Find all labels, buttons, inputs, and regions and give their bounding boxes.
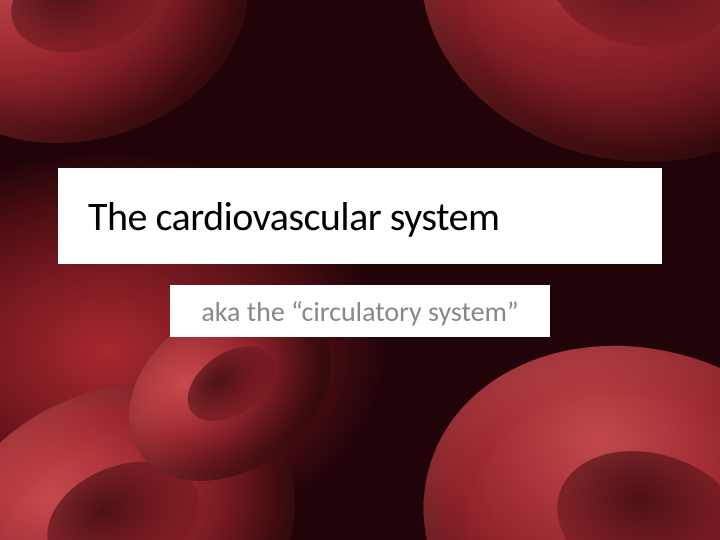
slide-subtitle: aka the “circulatory system” (201, 294, 518, 329)
title-container: The cardiovascular system (58, 168, 662, 264)
subtitle-container: aka the “circulatory system” (170, 285, 550, 337)
slide-title: The cardiovascular system (88, 192, 499, 241)
